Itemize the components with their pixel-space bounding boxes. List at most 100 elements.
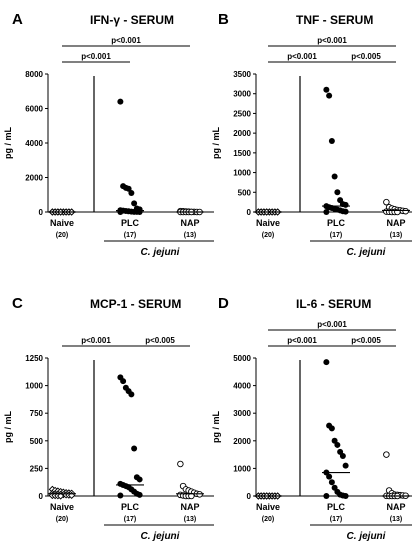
x-tick-label: Naive [256,502,280,512]
y-tick-label: 3000 [233,409,251,418]
y-tick-label: 5000 [233,354,251,363]
x-tick-label: PLC [327,218,346,228]
data-point [125,185,132,192]
y-tick-label: 1000 [233,464,251,473]
significance-label: p<0.001 [81,336,111,345]
infection-label: C. jejuni [141,531,180,542]
data-point [117,98,124,105]
data-point [131,200,138,207]
group-count: (13) [184,516,196,523]
panel-letter: B [218,11,229,28]
y-tick-label: 0 [247,492,252,501]
group-count: (20) [56,516,68,523]
data-point [383,451,390,458]
y-tick-label: 500 [30,437,44,446]
significance-label: p<0.001 [287,52,317,61]
x-tick-label: NAP [180,502,199,512]
y-tick-label: 3500 [233,70,251,79]
significance-label: p<0.005 [351,336,381,345]
group-count: (20) [262,232,274,239]
y-tick-label: 2000 [25,174,43,183]
y-axis-label: pg / mL [211,127,221,159]
data-point [136,476,143,483]
data-point [402,207,409,215]
y-tick-label: 0 [39,492,44,501]
data-point [342,208,349,215]
x-tick-label: Naive [256,218,280,228]
infection-label: C. jejuni [347,531,386,542]
data-point [117,492,124,499]
y-tick-label: 2000 [233,437,251,446]
chart-title: IFN-γ - SERUM [90,13,174,27]
data-point [128,391,135,398]
y-tick-label: 1250 [25,354,43,363]
data-point [339,452,346,459]
y-axis-label: pg / mL [3,411,13,443]
group-count: (13) [390,232,402,239]
y-tick-label: 6000 [25,105,43,114]
group-count: (17) [330,516,342,523]
y-tick-label: 1000 [25,382,43,391]
data-point [323,86,330,93]
infection-label: C. jejuni [347,247,386,258]
group-count: (17) [124,232,136,239]
x-tick-label: PLC [121,502,140,512]
y-tick-label: 0 [247,208,252,217]
panel-letter: D [218,295,229,312]
data-point [323,493,330,499]
y-tick-label: 2000 [233,129,251,138]
significance-label: p<0.005 [351,52,381,61]
significance-label: p<0.001 [111,36,141,45]
y-tick-label: 3000 [233,90,251,99]
group-count: (20) [56,232,68,239]
group-count: (17) [330,232,342,239]
y-tick-label: 1500 [233,149,251,158]
y-tick-label: 2500 [233,109,251,118]
significance-label: p<0.001 [287,336,317,345]
data-point [383,198,390,206]
y-tick-label: 4000 [233,382,251,391]
data-point [131,445,138,452]
significance-label: p<0.001 [81,52,111,61]
panel-b: B TNF - SERUM pg / mL 0 500 1000 1500 2000 2500 3… [211,11,412,258]
panel-letter: C [12,295,23,312]
data-point [117,209,124,215]
y-tick-label: 8000 [25,70,43,79]
group-count: (13) [390,516,402,523]
y-tick-label: 4000 [25,139,43,148]
infection-label: C. jejuni [141,247,180,258]
y-axis-label: pg / mL [3,127,13,159]
panel-d: D IL-6 - SERUM pg / mL 0 1000 2000 3000 4000 500… [211,295,412,542]
data-point [342,201,349,208]
x-tick-label: NAP [386,218,405,228]
significance-label: p<0.001 [317,320,347,329]
data-point [334,189,341,196]
data-point [120,378,127,385]
data-point [331,173,338,180]
group-count: (17) [124,516,136,523]
x-tick-label: PLC [327,502,346,512]
panel-a: A IFN-γ - SERUM pg / mL 0 2000 4000 6000 8000 Na… [3,11,214,258]
chart-title: TNF - SERUM [296,13,373,27]
data-point [136,491,143,498]
data-point [177,460,184,468]
x-tick-label: NAP [180,218,199,228]
data-point [136,209,143,215]
data-point [328,138,335,145]
y-tick-label: 1000 [233,169,251,178]
data-point [323,359,330,366]
data-point [328,479,335,486]
group-count: (13) [184,232,196,239]
y-axis-label: pg / mL [211,411,221,443]
significance-label: p<0.005 [145,336,175,345]
data-point [334,441,341,448]
data-point [128,190,135,197]
y-tick-label: 500 [238,188,252,197]
chart-title: MCP-1 - SERUM [90,297,181,311]
x-tick-label: NAP [386,502,405,512]
y-tick-label: 0 [39,208,44,217]
panel-c: C MCP-1 - SERUM pg / mL 0 250 500 750 1000 1250 N… [3,295,214,542]
data-point [56,492,65,500]
chart-title: IL-6 - SERUM [296,297,371,311]
